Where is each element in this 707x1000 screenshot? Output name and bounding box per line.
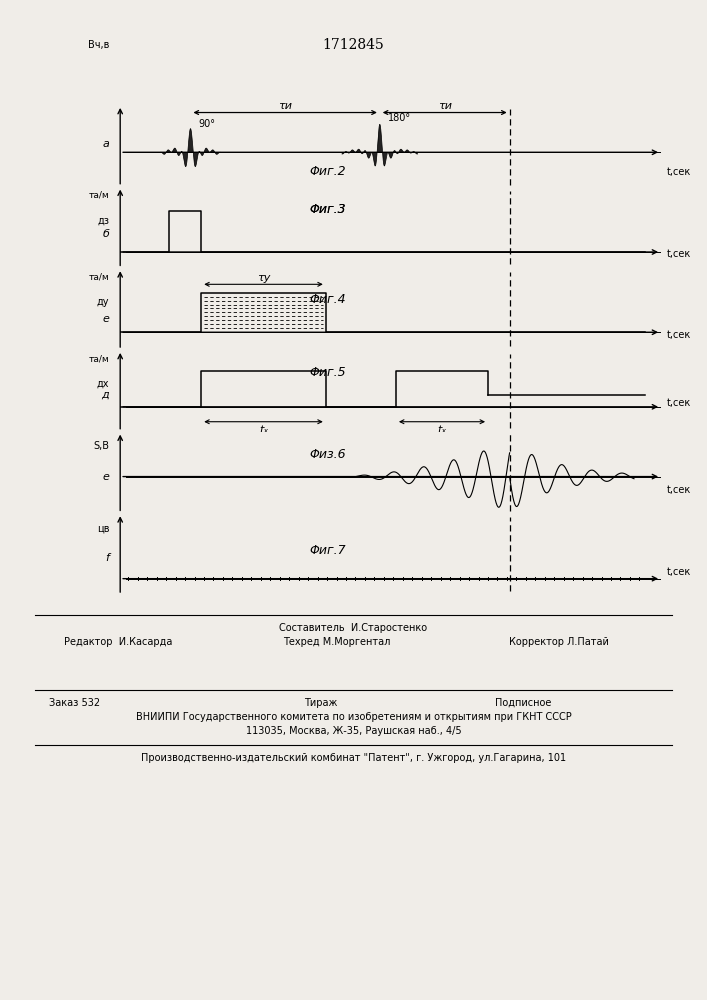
Text: τи: τи: [278, 101, 292, 111]
Text: Φиг.2: Φиг.2: [310, 165, 346, 178]
Text: S,В: S,В: [93, 441, 110, 451]
Text: t,сек: t,сек: [667, 330, 691, 340]
Text: tₓ: tₓ: [438, 425, 447, 435]
Text: t,сек: t,сек: [667, 249, 691, 259]
Text: дx: дx: [97, 379, 110, 389]
Text: f: f: [105, 553, 110, 563]
Text: Φиг.7: Φиг.7: [310, 544, 346, 557]
Text: Φиг.4: Φиг.4: [310, 293, 346, 306]
Text: Редактор  И.Касарда: Редактор И.Касарда: [64, 637, 172, 647]
Text: та/м: та/м: [88, 191, 110, 200]
Text: Составитель  И.Старостенко: Составитель И.Старостенко: [279, 623, 428, 633]
Text: 180°: 180°: [388, 113, 411, 123]
Text: tₓ: tₓ: [259, 425, 268, 435]
Text: Φиг.5: Φиг.5: [310, 366, 346, 379]
Text: ду: ду: [97, 297, 110, 307]
Text: 113035, Москва, Ж-35, Раушская наб., 4/5: 113035, Москва, Ж-35, Раушская наб., 4/5: [246, 726, 461, 736]
Text: Φиг.3: Φиг.3: [310, 203, 346, 216]
Text: Производственно-издательский комбинат "Патент", г. Ужгород, ул.Гагарина, 101: Производственно-издательский комбинат "П…: [141, 753, 566, 763]
Text: Тираж: Тираж: [304, 698, 337, 708]
Text: Подписное: Подписное: [495, 698, 551, 708]
Text: τу: τу: [257, 273, 270, 283]
Text: цв: цв: [97, 523, 110, 533]
Text: t,сек: t,сек: [667, 485, 691, 495]
Text: д: д: [102, 390, 110, 400]
Text: Bч,в: Bч,в: [88, 40, 110, 50]
Text: та/м: та/м: [88, 272, 110, 281]
Text: е: е: [103, 472, 110, 482]
Text: е: е: [103, 314, 110, 324]
Text: t,сек: t,сек: [667, 567, 691, 577]
Text: ВНИИПИ Государственного комитета по изобретениям и открытиям при ГКНТ СССР: ВНИИПИ Государственного комитета по изоб…: [136, 712, 571, 722]
Text: б: б: [103, 229, 110, 239]
Text: τи: τи: [438, 101, 452, 111]
Text: Φиз.6: Φиз.6: [310, 448, 346, 461]
Text: t,сек: t,сек: [667, 167, 691, 177]
Text: Φиг.3: Φиг.3: [310, 203, 346, 216]
Text: а: а: [103, 139, 110, 149]
Text: Заказ 532: Заказ 532: [49, 698, 100, 708]
Text: Корректор Л.Патай: Корректор Л.Патай: [509, 637, 609, 647]
Text: 1712845: 1712845: [322, 38, 385, 52]
Text: Техред М.Моргентал: Техред М.Моргентал: [283, 637, 390, 647]
Text: 90°: 90°: [199, 119, 216, 129]
Text: дз: дз: [98, 215, 110, 225]
Text: t,сек: t,сек: [667, 398, 691, 408]
Text: та/м: та/м: [88, 354, 110, 363]
